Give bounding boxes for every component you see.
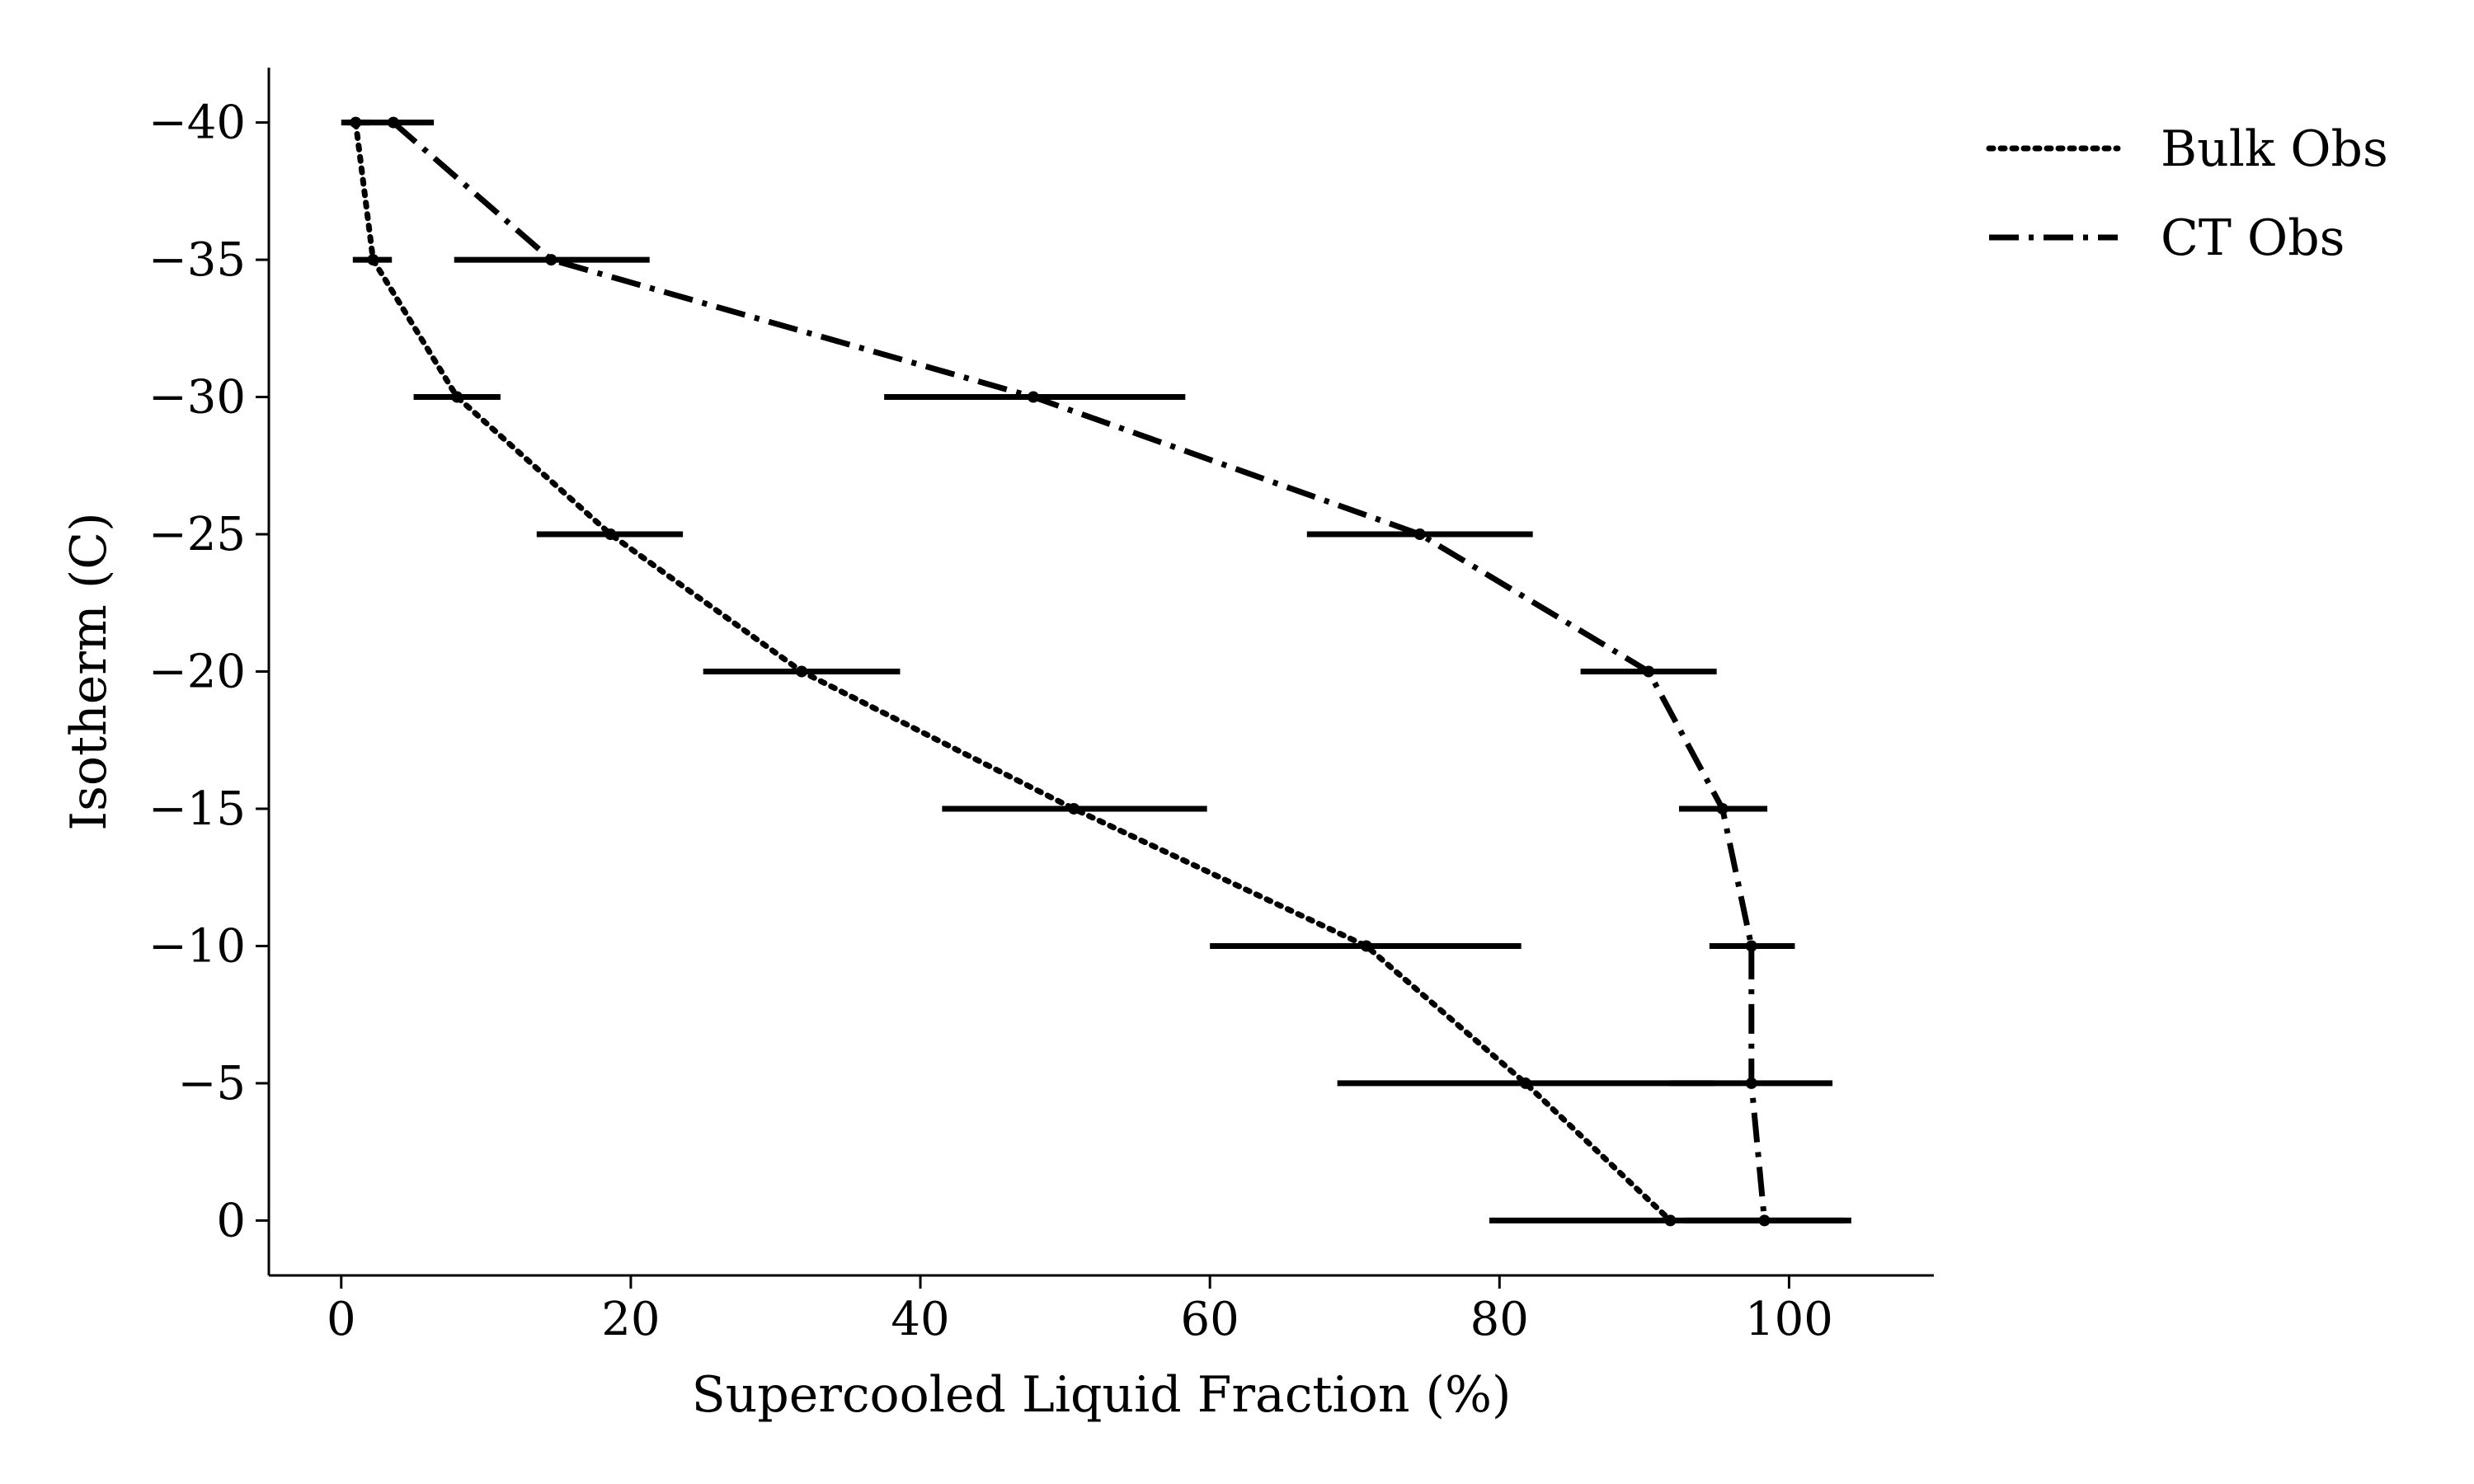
legend: Bulk Obs CT Obs <box>1986 120 2388 267</box>
x-tick-label: 40 <box>891 1293 949 1346</box>
x-tick-label: 60 <box>1181 1293 1239 1346</box>
data-point <box>1027 391 1039 403</box>
y-tick-label: 0 <box>216 1194 246 1247</box>
data-point <box>796 665 808 678</box>
x-tick-label: 80 <box>1470 1293 1529 1346</box>
y-tick-label: −30 <box>148 371 246 425</box>
data-point <box>367 254 379 266</box>
data-point <box>387 116 399 129</box>
legend-label: Bulk Obs <box>2161 120 2388 178</box>
y-axis-title: Isotherm (C) <box>60 512 118 830</box>
data-point <box>1643 665 1655 678</box>
series-0 <box>341 116 1851 1227</box>
y-tick-label: −25 <box>148 508 246 561</box>
data-point <box>1519 1077 1531 1089</box>
legend-label: CT Obs <box>2161 209 2345 267</box>
series-1 <box>346 116 1845 1227</box>
y-tick-label: −35 <box>148 233 246 287</box>
y-tick-label: −20 <box>148 646 246 699</box>
data-point <box>1664 1214 1677 1227</box>
data-point <box>1716 802 1729 815</box>
data-point <box>1068 802 1080 815</box>
axes: 0 20 40 60 80 100 −40 −35 −30 −25 −20 −15 −10 −5 0 <box>148 68 1934 1346</box>
plot-area <box>341 116 1851 1227</box>
y-tick-label: −15 <box>148 782 246 836</box>
y-tick-label: −5 <box>177 1057 246 1111</box>
x-tick-label: 100 <box>1745 1293 1833 1346</box>
data-point <box>1360 940 1372 952</box>
data-point <box>545 254 557 266</box>
data-point <box>451 391 463 403</box>
y-tick-label: −10 <box>148 919 246 973</box>
data-point <box>604 528 617 541</box>
x-axis-title: Supercooled Liquid Fraction (%) <box>692 1366 1512 1424</box>
data-point <box>1758 1214 1771 1227</box>
data-point <box>1745 1077 1757 1089</box>
series-line <box>391 120 1768 1221</box>
data-point <box>1745 940 1757 952</box>
x-tick-label: 20 <box>601 1293 660 1346</box>
y-tick-label: −40 <box>148 96 246 150</box>
series-line <box>352 120 1673 1223</box>
x-tick-label: 0 <box>327 1293 356 1346</box>
data-point <box>1413 528 1426 541</box>
